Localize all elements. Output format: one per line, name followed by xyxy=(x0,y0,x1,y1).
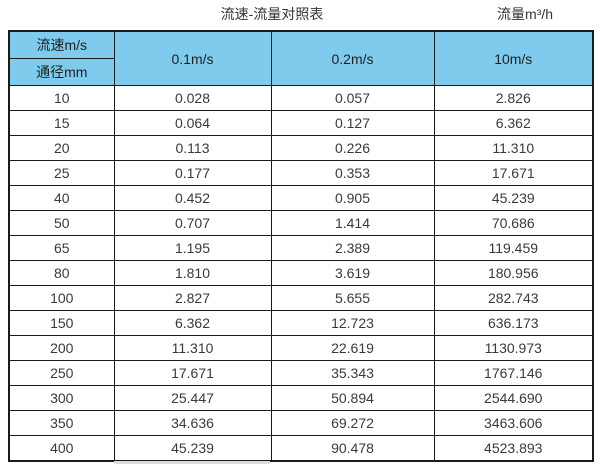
table-row: 10 0.028 0.057 2.826 xyxy=(8,85,594,111)
flow-01-cell: 0.028 xyxy=(113,85,272,111)
flow-02-cell: 0.057 xyxy=(270,85,435,111)
table-row: 80 1.810 3.619 180.956 xyxy=(8,260,594,286)
corner-diameter-label: 通径mm xyxy=(8,58,115,86)
table-row: 350 34.636 69.272 3463.606 xyxy=(8,410,594,436)
flow-10-cell: 11.310 xyxy=(433,135,594,161)
header-row-top: 流速m/s 0.1m/s 0.2m/s 10m/s xyxy=(8,30,594,86)
table-title: 流速-流量对照表 xyxy=(220,6,324,22)
flow-10-cell: 2544.690 xyxy=(433,385,594,411)
flow-01-cell: 34.636 xyxy=(113,410,272,436)
flow-02-cell: 2.389 xyxy=(270,235,435,261)
diameter-cell: 400 xyxy=(8,435,115,462)
diameter-cell: 10 xyxy=(8,85,115,111)
table-row: 200 11.310 22.619 1130.973 xyxy=(8,335,594,361)
table-row: 40 0.452 0.905 45.239 xyxy=(8,185,594,211)
table-row: 50 0.707 1.414 70.686 xyxy=(8,210,594,236)
flow-10-cell: 1130.973 xyxy=(433,335,594,361)
flow-conversion-table: 流速m/s 0.1m/s 0.2m/s 10m/s 通径mm 10 0.028 … xyxy=(8,30,594,462)
diameter-cell: 300 xyxy=(8,385,115,411)
table-row: 25 0.177 0.353 17.671 xyxy=(8,160,594,186)
flow-01-cell: 45.239 xyxy=(113,435,272,462)
flow-01-cell: 0.177 xyxy=(113,160,272,186)
table-row: 250 17.671 35.343 1767.146 xyxy=(8,360,594,386)
flow-10-cell: 17.671 xyxy=(433,160,594,186)
flow-10-cell: 282.743 xyxy=(433,285,594,311)
flow-02-cell: 0.905 xyxy=(270,185,435,211)
flow-01-cell: 0.064 xyxy=(113,110,272,136)
diameter-cell: 80 xyxy=(8,260,115,286)
flow-01-cell: 1.195 xyxy=(113,235,272,261)
table-row: 15 0.064 0.127 6.362 xyxy=(8,110,594,136)
flow-02-cell: 12.723 xyxy=(270,310,435,336)
col-header-0-2ms: 0.2m/s xyxy=(270,30,435,86)
flow-01-cell: 0.707 xyxy=(113,210,272,236)
table-row: 300 25.447 50.894 2544.690 xyxy=(8,385,594,411)
flow-02-cell: 90.478 xyxy=(270,435,435,462)
diameter-cell: 150 xyxy=(8,310,115,336)
flow-02-cell: 1.414 xyxy=(270,210,435,236)
diameter-cell: 20 xyxy=(8,135,115,161)
flow-unit-title: 流量m³/h xyxy=(497,6,553,22)
flow-01-cell: 0.113 xyxy=(113,135,272,161)
col-header-10ms: 10m/s xyxy=(433,30,594,86)
diameter-cell: 50 xyxy=(8,210,115,236)
flow-01-cell: 0.452 xyxy=(113,185,272,211)
flow-01-cell: 25.447 xyxy=(113,385,272,411)
flow-10-cell: 70.686 xyxy=(433,210,594,236)
flow-02-cell: 3.619 xyxy=(270,260,435,286)
table-row: 150 6.362 12.723 636.173 xyxy=(8,310,594,336)
diameter-cell: 65 xyxy=(8,235,115,261)
table-row: 65 1.195 2.389 119.459 xyxy=(8,235,594,261)
flow-10-cell: 2.826 xyxy=(433,85,594,111)
flow-10-cell: 3463.606 xyxy=(433,410,594,436)
diameter-cell: 15 xyxy=(8,110,115,136)
flow-10-cell: 180.956 xyxy=(433,260,594,286)
flow-10-cell: 636.173 xyxy=(433,310,594,336)
flow-02-cell: 50.894 xyxy=(270,385,435,411)
diameter-cell: 250 xyxy=(8,360,115,386)
diameter-cell: 100 xyxy=(8,285,115,311)
flow-10-cell: 119.459 xyxy=(433,235,594,261)
table-row: 20 0.113 0.226 11.310 xyxy=(8,135,594,161)
flow-02-cell: 0.226 xyxy=(270,135,435,161)
flow-02-cell: 0.353 xyxy=(270,160,435,186)
col-header-0-1ms: 0.1m/s xyxy=(113,30,272,86)
flow-02-cell: 5.655 xyxy=(270,285,435,311)
flow-02-cell: 0.127 xyxy=(270,110,435,136)
diameter-cell: 25 xyxy=(8,160,115,186)
table-row: 400 45.239 90.478 4523.893 xyxy=(8,435,594,462)
corner-velocity-label: 流速m/s xyxy=(8,30,115,59)
flow-02-cell: 69.272 xyxy=(270,410,435,436)
header-row-bottom: 通径mm xyxy=(8,58,593,86)
flow-01-cell: 11.310 xyxy=(113,335,272,361)
flow-01-cell: 2.827 xyxy=(113,285,272,311)
flow-02-cell: 35.343 xyxy=(270,360,435,386)
flow-01-cell: 6.362 xyxy=(113,310,272,336)
flow-01-cell: 1.810 xyxy=(113,260,272,286)
highlight-column-overflow xyxy=(114,461,270,464)
diameter-cell: 40 xyxy=(8,185,115,211)
flow-10-cell: 4523.893 xyxy=(433,435,594,462)
diameter-cell: 200 xyxy=(8,335,115,361)
table-row: 100 2.827 5.655 282.743 xyxy=(8,285,594,311)
flow-02-cell: 22.619 xyxy=(270,335,435,361)
flow-10-cell: 45.239 xyxy=(433,185,594,211)
flow-10-cell: 6.362 xyxy=(433,110,594,136)
diameter-cell: 350 xyxy=(8,410,115,436)
flow-01-cell: 17.671 xyxy=(113,360,272,386)
flow-10-cell: 1767.146 xyxy=(433,360,594,386)
